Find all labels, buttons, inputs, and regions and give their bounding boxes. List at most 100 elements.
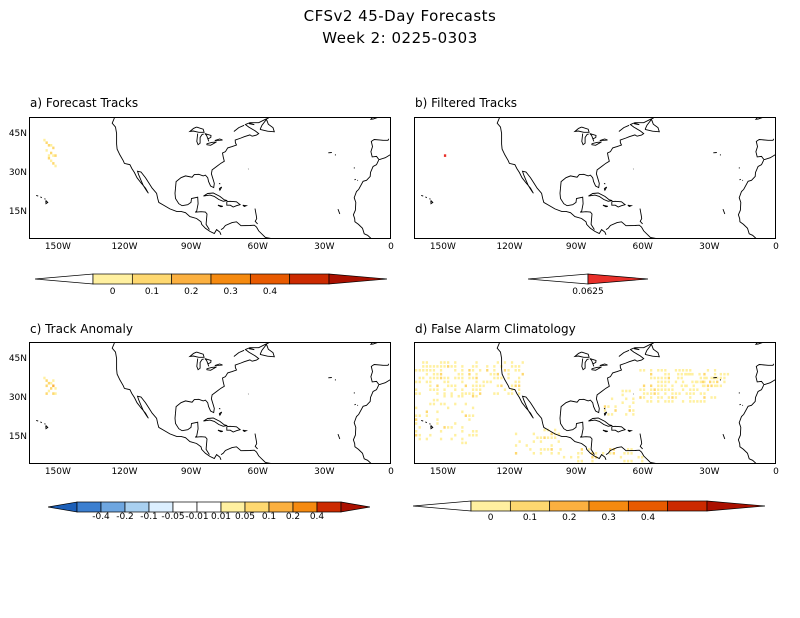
climatology-cell bbox=[689, 396, 692, 399]
coastline bbox=[559, 413, 595, 455]
climatology-cell bbox=[510, 392, 514, 395]
coastline bbox=[218, 407, 221, 410]
track-cell bbox=[47, 381, 51, 385]
lon-tick-label: 120W bbox=[496, 467, 523, 477]
coastline bbox=[581, 133, 589, 146]
coastline bbox=[175, 343, 269, 414]
track-cell bbox=[50, 144, 53, 147]
climatology-cell bbox=[450, 384, 453, 388]
climatology-cell bbox=[626, 459, 630, 463]
colorbar-left-arrow bbox=[48, 501, 78, 513]
climatology-cell bbox=[667, 376, 670, 380]
climatology-cell bbox=[464, 392, 467, 395]
climatology-cell bbox=[503, 361, 507, 364]
coastline bbox=[605, 221, 656, 238]
climatology-cell bbox=[706, 369, 710, 372]
climatology-cell bbox=[514, 380, 517, 384]
climatology-cell bbox=[461, 372, 464, 376]
climatology-cell bbox=[454, 402, 457, 406]
climatology-cell bbox=[415, 414, 418, 417]
climatology-cell bbox=[489, 372, 492, 376]
climatology-cell bbox=[436, 388, 439, 391]
climatology-cell bbox=[425, 369, 428, 372]
climatology-cell bbox=[507, 369, 510, 372]
climatology-cell bbox=[723, 376, 726, 380]
lat-tick-label: 15N bbox=[8, 207, 27, 218]
track-cell bbox=[52, 384, 55, 388]
climatology-cell bbox=[642, 388, 646, 391]
climatology-cell bbox=[650, 384, 653, 388]
climatology-cell bbox=[689, 388, 692, 391]
climatology-cell bbox=[493, 376, 496, 380]
climatology-cell bbox=[432, 365, 436, 368]
coastline bbox=[588, 417, 613, 427]
coastline bbox=[603, 182, 606, 185]
climatology-cell bbox=[623, 459, 626, 463]
figure-title: CFSv2 45-Day Forecasts bbox=[303, 7, 497, 25]
climatology-cell bbox=[493, 372, 496, 376]
climatology-cell bbox=[685, 369, 688, 372]
climatology-cell bbox=[637, 455, 640, 459]
climatology-cell bbox=[475, 394, 478, 398]
coastline bbox=[36, 419, 39, 422]
climatology-cell bbox=[667, 380, 670, 384]
climatology-cell bbox=[436, 418, 439, 421]
coastline bbox=[737, 384, 765, 463]
climatology-cell bbox=[625, 413, 628, 416]
climatology-cell bbox=[475, 388, 478, 391]
climatology-cell bbox=[471, 369, 475, 372]
coastline bbox=[496, 343, 607, 460]
climatology-cell bbox=[557, 432, 560, 436]
climatology-cell bbox=[642, 384, 646, 388]
climatology-cell bbox=[532, 440, 535, 443]
track-cell bbox=[52, 154, 55, 157]
panel-b-label: b) Filtered Tracks bbox=[415, 96, 518, 110]
lon-tick-label: 30W bbox=[699, 242, 720, 252]
climatology-cell bbox=[550, 452, 553, 455]
climatology-cell bbox=[646, 400, 649, 403]
climatology-cell bbox=[650, 369, 653, 372]
colorbar-tick-label: -0.4 bbox=[92, 512, 110, 522]
climatology-cell bbox=[657, 376, 660, 380]
climatology-cell bbox=[632, 401, 635, 404]
climatology-cell bbox=[657, 400, 660, 403]
climatology-cell bbox=[543, 436, 546, 439]
climatology-cell bbox=[496, 372, 499, 376]
track-cell bbox=[52, 162, 55, 165]
climatology-cell bbox=[436, 384, 439, 388]
climatology-cell bbox=[532, 452, 535, 455]
coastline bbox=[739, 178, 741, 181]
coastline bbox=[218, 186, 223, 192]
climatology-cell bbox=[464, 441, 467, 445]
track-cell bbox=[47, 156, 51, 160]
panel-d-colorbar bbox=[413, 500, 765, 512]
climatology-cell bbox=[685, 384, 688, 388]
climatology-cell bbox=[443, 388, 446, 391]
climatology-cell bbox=[461, 426, 464, 429]
lon-tick-label: 0 bbox=[773, 242, 779, 252]
colorbar-segment bbox=[509, 500, 551, 512]
climatology-cell bbox=[443, 392, 446, 395]
climatology-cell bbox=[677, 376, 680, 380]
climatology-cell bbox=[610, 413, 614, 416]
climatology-cell bbox=[632, 409, 635, 412]
climatology-cell bbox=[525, 444, 528, 447]
coastline bbox=[603, 186, 608, 192]
climatology-cell bbox=[436, 365, 439, 368]
coastline bbox=[354, 178, 356, 181]
climatology-cell bbox=[664, 369, 667, 372]
climatology-cell bbox=[705, 376, 708, 380]
coastline bbox=[739, 403, 741, 406]
climatology-cell bbox=[716, 384, 719, 388]
colorbar-tick-label: 0.4 bbox=[309, 512, 325, 522]
climatology-cell bbox=[486, 365, 489, 368]
climatology-cell bbox=[443, 380, 446, 384]
lon-tick-label: 90W bbox=[565, 242, 587, 252]
coastline bbox=[36, 194, 39, 197]
track-cell bbox=[54, 392, 57, 395]
track-cell bbox=[43, 138, 46, 142]
climatology-cell bbox=[539, 440, 543, 443]
coastline bbox=[589, 358, 597, 367]
coastline bbox=[588, 192, 613, 202]
climatology-cell bbox=[684, 372, 687, 376]
